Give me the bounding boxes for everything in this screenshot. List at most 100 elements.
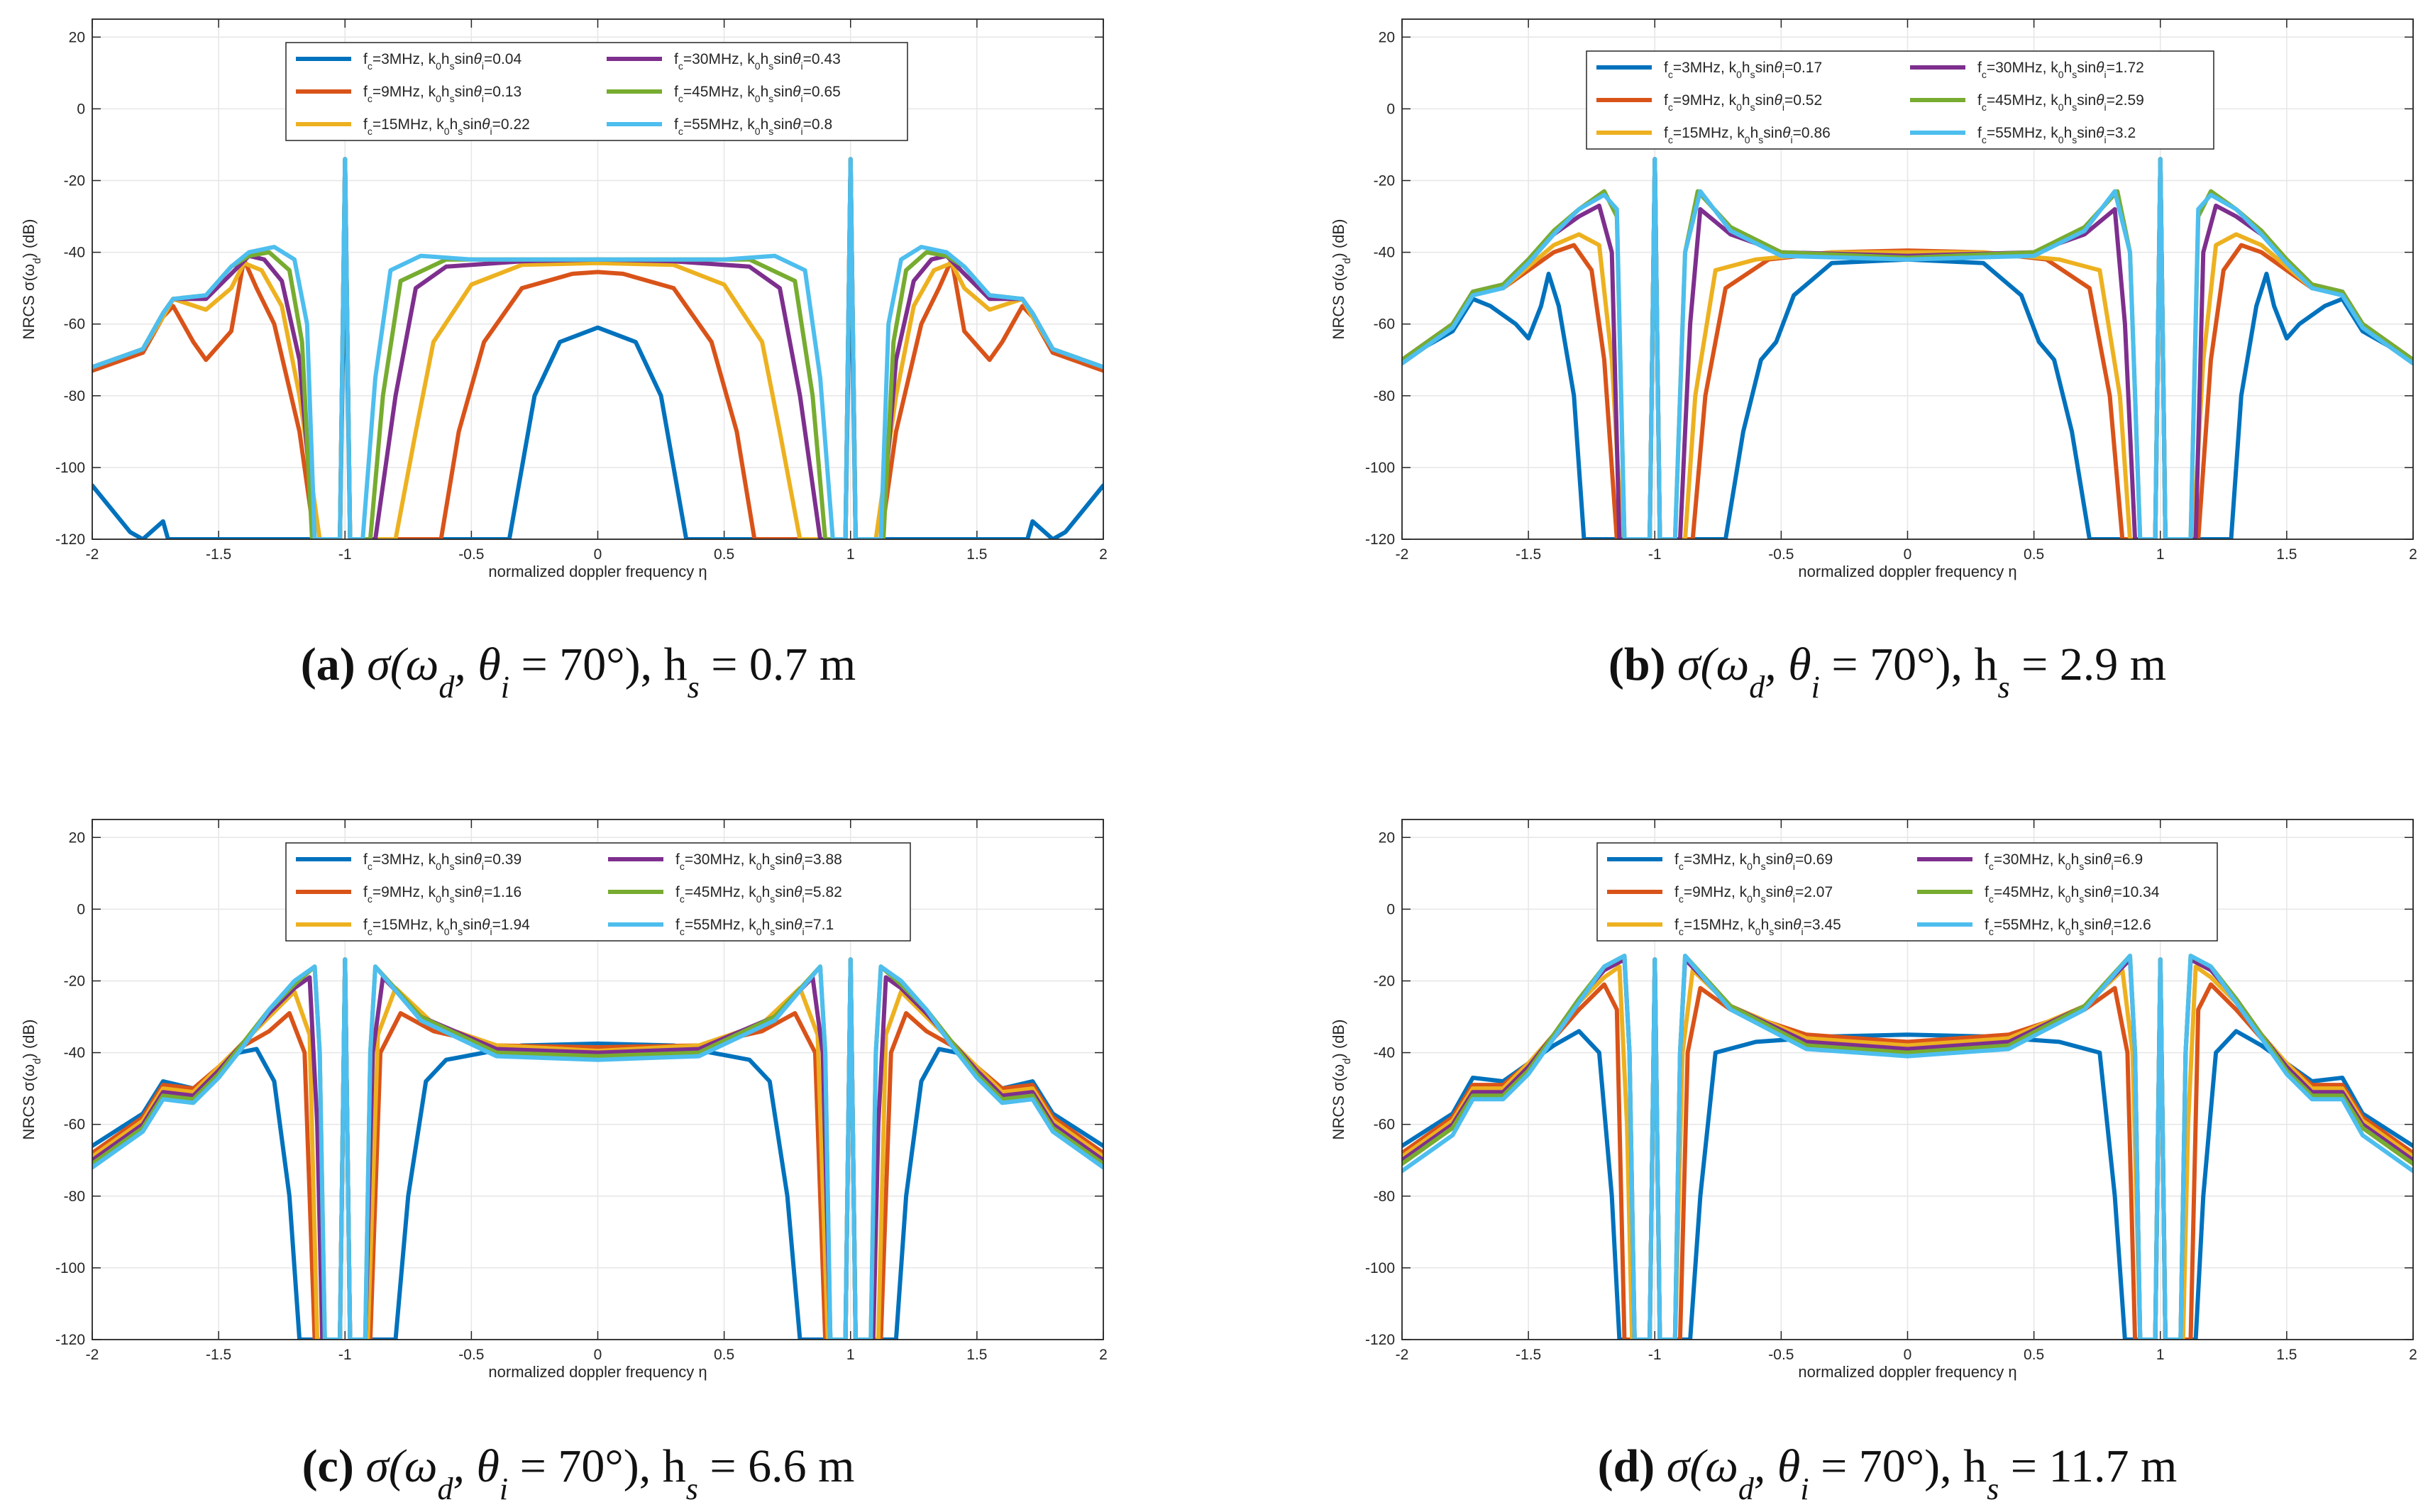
y-tick-label: -120 <box>1365 1332 1395 1348</box>
x-tick-label: -1 <box>338 1347 352 1363</box>
caption-a: (a) σ(ωd, θi = 70°), hs = 0.7 m <box>301 639 856 705</box>
caption-c: (c) σ(ωd, θi = 70°), hs = 6.6 m <box>302 1440 855 1506</box>
series-line-purple <box>92 957 1103 1340</box>
legend-box <box>285 842 911 942</box>
x-tick-label: -2 <box>86 1347 99 1363</box>
legend-entry: fc=3MHz, k0hssinθi=0.69 <box>1674 851 1833 872</box>
x-tick-label: 2 <box>1099 546 1108 563</box>
series-line-yellow <box>92 157 1103 539</box>
x-tick-label: -0.5 <box>458 1347 484 1363</box>
series-line-yellow <box>1402 157 2413 539</box>
x-tick-label: -0.5 <box>1768 1347 1794 1363</box>
axes-box <box>92 819 1104 1340</box>
legend-entry: fc=45MHz, k0hssinθi=0.65 <box>674 84 841 104</box>
axes-box <box>92 18 1104 540</box>
legend-entry: fc=15MHz, k0hssinθi=0.86 <box>1664 125 1831 145</box>
y-tick-label: 20 <box>1379 829 1395 846</box>
y-tick-label: -120 <box>55 531 85 548</box>
x-tick-label: 1 <box>846 546 855 563</box>
x-tick-label: -1 <box>338 546 352 563</box>
caption-d: (d) σ(ωd, θi = 70°), hs = 11.7 m <box>1598 1440 2178 1506</box>
legend-entry: fc=30MHz, k0hssinθi=6.9 <box>1985 851 2143 872</box>
axes-box <box>1401 819 2414 1340</box>
legend-entry: fc=15MHz, k0hssinθi=1.94 <box>363 917 530 937</box>
legend-entry: fc=45MHz, k0hssinθi=5.82 <box>675 884 842 905</box>
y-tick-label: 0 <box>1386 901 1395 917</box>
x-tick-label: 0.5 <box>714 546 734 563</box>
panel-d: -2 -1.5 -1 -0.5 0 0.5 1 1.5 2 20 0 -20 -40 -60 -80 -100… <box>1330 819 2417 1381</box>
y-tick-label: 20 <box>1379 29 1395 45</box>
x-tick-label: -1.5 <box>206 546 231 563</box>
legend-entry: fc=55MHz, k0hssinθi=7.1 <box>675 917 834 937</box>
x-tick-label: 0.5 <box>714 1347 734 1363</box>
y-tick-label: -60 <box>64 316 85 333</box>
x-tick-label: -2 <box>1396 1347 1409 1363</box>
y-axis-label: NRCS σ(ωd) (dB) <box>20 219 43 340</box>
x-axis-label: normalized doppler frequency η <box>1798 563 2016 580</box>
y-tick-label: 0 <box>77 101 85 117</box>
x-tick-label: 1 <box>2156 546 2165 563</box>
y-tick-label: -80 <box>64 1188 85 1205</box>
y-tick-label: -80 <box>64 388 85 404</box>
legend-box <box>1596 842 2218 942</box>
series-group <box>1402 954 2413 1340</box>
legend-entry: fc=15MHz, k0hssinθi=3.45 <box>1674 917 1841 937</box>
y-tick-label: -20 <box>64 172 85 189</box>
x-tick-label: 0.5 <box>2024 1347 2044 1363</box>
x-tick-label: 2 <box>1099 1347 1108 1363</box>
series-group <box>92 157 1103 539</box>
legend-entry: fc=9MHz, k0hssinθi=2.07 <box>1674 884 1833 905</box>
y-tick-label: -120 <box>55 1332 85 1348</box>
y-tick-label: -100 <box>1365 1260 1395 1276</box>
x-tick-label: 2 <box>2409 1347 2417 1363</box>
y-tick-label: 20 <box>69 829 85 846</box>
x-tick-label: 1.5 <box>2276 1347 2297 1363</box>
legend-entry: fc=45MHz, k0hssinθi=2.59 <box>1977 92 2144 113</box>
legend-entry: fc=55MHz, k0hssinθi=12.6 <box>1985 917 2151 937</box>
legend-entry: fc=55MHz, k0hssinθi=3.2 <box>1977 125 2136 145</box>
legend-entry: fc=3MHz, k0hssinθi=0.39 <box>363 851 522 872</box>
x-tick-label: -2 <box>1396 546 1409 563</box>
series-line-cyan <box>1402 157 2413 539</box>
x-tick-label: 0 <box>594 546 602 563</box>
x-tick-label: 1.5 <box>966 1347 987 1363</box>
legend-entry: fc=9MHz, k0hssinθi=0.13 <box>363 84 522 104</box>
legend-entry: fc=3MHz, k0hssinθi=0.17 <box>1664 60 1822 80</box>
series-line-orange <box>92 957 1103 1340</box>
y-tick-label: -20 <box>1374 973 1395 989</box>
y-tick-label: -40 <box>64 245 85 261</box>
x-tick-label: -1.5 <box>206 1347 231 1363</box>
y-tick-label: -60 <box>64 1117 85 1133</box>
y-tick-label: -40 <box>1374 1045 1395 1061</box>
series-line-cyan <box>92 957 1103 1340</box>
x-tick-label: -2 <box>86 546 99 563</box>
series-group <box>92 957 1103 1340</box>
y-tick-label: -100 <box>55 460 85 476</box>
x-tick-label: 1.5 <box>966 546 987 563</box>
series-group <box>1402 157 2413 539</box>
y-tick-label: -40 <box>64 1045 85 1061</box>
x-tick-label: 2 <box>2409 546 2417 563</box>
x-tick-label: -0.5 <box>1768 546 1794 563</box>
y-tick-label: -120 <box>1365 531 1395 548</box>
x-tick-label: -1.5 <box>1516 1347 1541 1363</box>
legend-entry: fc=45MHz, k0hssinθi=10.34 <box>1985 884 2160 905</box>
legend: fc=3MHz, k0hssinθi=0.69 fc=9MHz, k0hssinθ… <box>1596 842 2218 942</box>
y-tick-label: 20 <box>69 29 85 45</box>
y-tick-label: -80 <box>1374 388 1395 404</box>
y-tick-label: -100 <box>55 1260 85 1276</box>
x-tick-label: 1.5 <box>2276 546 2297 563</box>
legend-entry: fc=30MHz, k0hssinθi=1.72 <box>1977 60 2144 80</box>
y-axis-label: NRCS σ(ωd) (dB) <box>20 1020 43 1140</box>
x-tick-label: 0 <box>1904 1347 1912 1363</box>
y-tick-label: -60 <box>1374 316 1395 333</box>
x-tick-label: 0.5 <box>2024 546 2044 563</box>
legend-entry: fc=15MHz, k0hssinθi=0.22 <box>363 116 530 137</box>
legend-entry: fc=9MHz, k0hssinθi=1.16 <box>363 884 522 905</box>
x-axis-label: normalized doppler frequency η <box>488 1363 707 1381</box>
panel-b: -2 -1.5 -1 -0.5 0 0.5 1 1.5 2 20 0 -20 -40 -60 -80 -100… <box>1330 18 2417 580</box>
y-axis-label: NRCS σ(ωd) (dB) <box>1330 219 1353 340</box>
y-axis-label: NRCS σ(ωd) (dB) <box>1330 1020 1353 1140</box>
series-line-orange <box>1402 957 2413 1340</box>
